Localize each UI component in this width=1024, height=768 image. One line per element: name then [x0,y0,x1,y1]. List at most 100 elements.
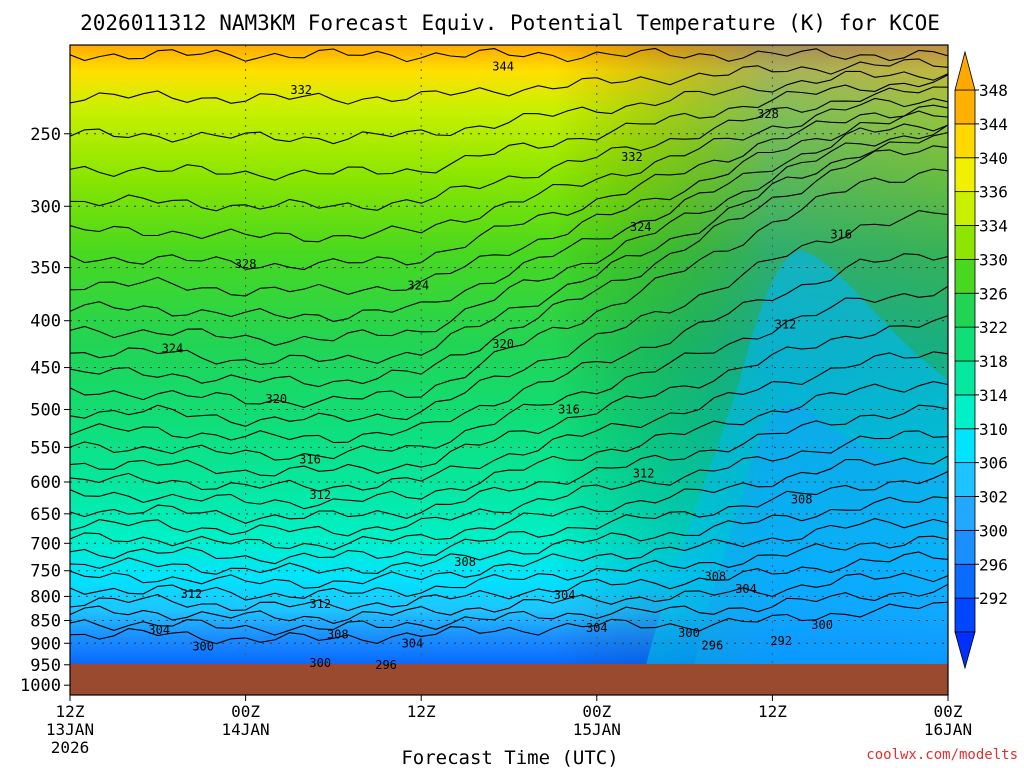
contour-label: 344 [492,59,514,73]
y-tick-label: 900 [30,634,61,654]
y-tick-label: 700 [30,534,61,554]
colorbar-swatch [954,597,976,633]
contour-label: 308 [791,492,813,506]
contour-label: 324 [630,220,652,234]
isentrope-line [70,583,948,636]
contour-label: 324 [162,342,184,356]
colorbar-label: 344 [979,115,1008,134]
isentrope-line [70,104,948,271]
colorbar-label: 334 [979,217,1008,236]
x-tick-time: 00Z [582,702,611,721]
isentrope-line [70,74,948,181]
isentrope-line [70,315,948,477]
y-tick-label: 400 [30,312,61,332]
isentrope-line [70,601,948,645]
isentrope-line [70,430,948,537]
y-tick-label: 750 [30,562,61,582]
isentrope-line [70,124,948,346]
x-tick-time: 00Z [231,702,260,721]
isentrope-line [70,351,948,492]
colorbar-label: 292 [979,589,1008,608]
colorbar-label: 296 [979,555,1008,574]
isentrope-line [70,168,948,408]
contour-label: 328 [235,257,257,271]
isentrope-line [70,381,948,510]
contour-label: 320 [265,392,287,406]
isentrope-line [70,110,948,297]
contour-label: 332 [290,83,312,97]
y-tick-label: 450 [30,359,61,379]
colorbar-label: 340 [979,149,1008,168]
y-tick-label: 300 [30,197,61,217]
x-axis-label: Forecast Time (UTC) [401,747,618,768]
isentrope-line [70,58,948,105]
y-tick-label: 1000 [20,676,61,696]
ground-surface [70,663,948,695]
colorbar-label: 306 [979,454,1008,473]
x-tick-time: 12Z [56,702,85,721]
colorbar-swatch [954,157,976,193]
colorbar-swatch [954,191,976,226]
colorbar-extend-top [954,50,976,91]
contour-label: 300 [811,618,833,632]
colorbar-swatch [954,360,976,396]
y-tick-label: 500 [30,400,61,420]
chart-title: 2026011312 NAM3KM Forecast Equiv. Potent… [80,11,940,35]
colorbar-label: 302 [979,488,1008,507]
contour-label: 312 [181,587,203,601]
colorbar-label: 310 [979,420,1008,439]
isentrope-line [70,572,948,624]
colorbar-extend-bottom [954,631,976,670]
y-tick-label: 250 [30,125,61,145]
x-tick-date: 13JAN [46,720,94,739]
contour-label: 320 [492,337,514,351]
colorbar: 348 344 340 336 334 330 326 322 318 314 310 306 302 3… [954,50,1008,670]
colorbar-swatch [954,89,976,125]
isentrope-line [70,518,948,589]
contour-label: 304 [735,582,757,596]
colorbar-label: 330 [979,250,1008,269]
colorbar-swatch [954,394,976,430]
colorbar-label: 318 [979,352,1008,371]
x-tick-date: 15JAN [573,720,621,739]
colorbar-label: 348 [979,81,1008,100]
y-tick-label: 550 [30,438,61,458]
contour-label: 304 [402,636,424,650]
colorbar-swatch [954,225,976,260]
contour-label: 300 [678,626,700,640]
contour-label: 308 [704,570,726,584]
contour-labels: 344 332 328 332 324 316 328 324 312 324 320 320 316 3… [148,59,852,672]
x-tick-time: 12Z [758,702,787,721]
contour-label: 312 [309,488,331,502]
colorbar-label: 326 [979,284,1008,303]
x-tick-date: 14JAN [222,720,270,739]
isentrope-line [70,97,948,243]
colorbar-swatch [954,563,976,599]
y-tick-label: 950 [30,656,61,676]
x-tick-date: 16JAN [924,720,972,739]
credit-link[interactable]: coolwx.com/modelts [866,747,1018,763]
y-tick-label: 800 [30,587,61,607]
isentrope-line [70,86,948,212]
colorbar-swatch [954,326,976,362]
isentrope-line [70,123,948,323]
contour-label: 296 [375,658,397,672]
isentrope-line [70,210,948,427]
contour-label: 300 [309,656,331,670]
contour-label: 316 [299,452,321,466]
y-tick-label: 600 [30,473,61,493]
contour-label: 316 [558,402,580,416]
y-tick-label: 350 [30,259,61,279]
y-axis: 2503003504004505005506006507007508008509… [20,125,70,696]
contour-label: 324 [407,278,429,292]
x-tick-year: 2026 [51,738,90,757]
isentrope-line [70,551,948,612]
isentrope-line [70,253,948,444]
isentrope-line [70,285,948,461]
isentrope-line [70,47,948,63]
contour-label: 300 [192,639,214,653]
isentrope-line [70,404,948,524]
contour-label: 332 [621,150,643,164]
